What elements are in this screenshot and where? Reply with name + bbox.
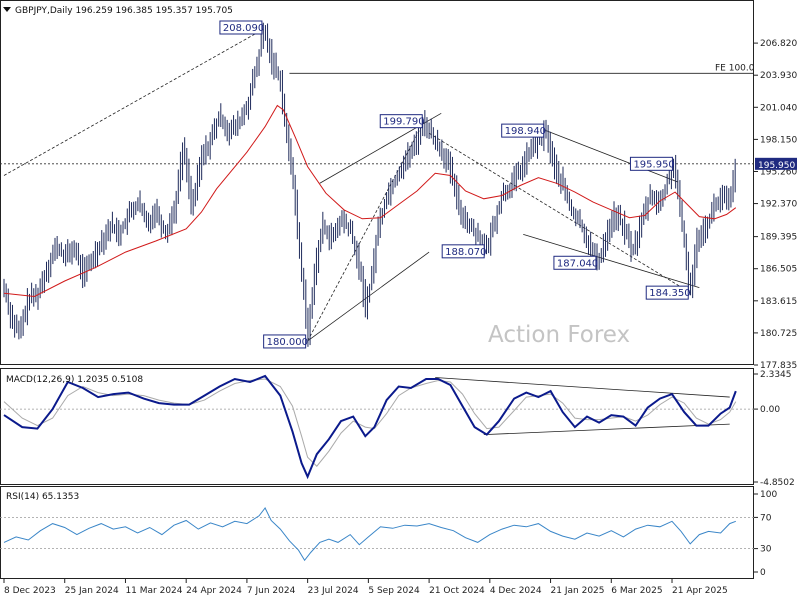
price-ytick-label: 206.820 bbox=[760, 39, 797, 49]
macd-panel: 2.3345 0.00 -4.8502 bbox=[0, 370, 795, 488]
fe-level-label: FE 100.0 bbox=[715, 63, 755, 73]
rsi-ytick-label: 30 bbox=[760, 545, 772, 555]
x-tick-label: 21 Apr 2025 bbox=[672, 586, 728, 596]
rsi-panel-frame bbox=[0, 486, 754, 579]
macd-ytick-label: -4.8502 bbox=[760, 478, 795, 488]
price-level-label: 187.040 bbox=[557, 258, 598, 269]
price-level-label-box bbox=[263, 334, 307, 349]
macd-signal-line bbox=[3, 378, 737, 467]
price-ytick-label: 189.395 bbox=[760, 233, 797, 243]
price-level-label-box bbox=[219, 20, 263, 35]
price-trendline bbox=[523, 233, 700, 289]
x-tick-label: 11 Mar 2024 bbox=[125, 586, 182, 596]
price-level-label-box bbox=[441, 244, 485, 259]
price-ytick-label: 203.930 bbox=[760, 71, 797, 81]
price-level-label-box bbox=[645, 285, 689, 300]
price-ytick-label: 180.725 bbox=[760, 329, 797, 339]
current-price-tag bbox=[755, 157, 797, 170]
x-axis: 8 Dec 2023 25 Jan 2024 11 Mar 2024 24 Apr 2… bbox=[3, 579, 728, 596]
rsi-line bbox=[3, 507, 736, 562]
price-level-label: 188.070 bbox=[445, 247, 486, 258]
x-tick-label: 24 Apr 2024 bbox=[186, 586, 242, 596]
price-ytick-label: 183.615 bbox=[760, 297, 797, 307]
triangle-down-icon bbox=[3, 7, 11, 12]
x-tick-label: 7 Jun 2024 bbox=[247, 586, 296, 596]
x-tick-label: 5 Sep 2024 bbox=[368, 586, 420, 596]
macd-trendline bbox=[435, 377, 730, 398]
price-level-label-box bbox=[629, 156, 673, 171]
x-tick-label: 23 Jul 2024 bbox=[308, 586, 359, 596]
price-ytick-label: 192.370 bbox=[760, 200, 797, 210]
x-tick-label: 4 Dec 2024 bbox=[490, 586, 542, 596]
price-ytick-label: 201.040 bbox=[760, 103, 797, 113]
x-tick-label: 21 Jan 2025 bbox=[551, 586, 605, 596]
rsi-ytick-label: 0 bbox=[760, 568, 766, 578]
price-level-label: 195.950 bbox=[633, 159, 674, 170]
price-level-label: 198.940 bbox=[505, 126, 546, 137]
price-level-label-box bbox=[501, 123, 545, 138]
price-trendline bbox=[428, 132, 691, 293]
price-level-label: 184.350 bbox=[649, 288, 690, 299]
price-level-label: 199.790 bbox=[383, 117, 424, 128]
macd-ytick-label: 0.00 bbox=[760, 405, 780, 415]
macd-trendline bbox=[483, 423, 730, 436]
macd-line bbox=[3, 374, 737, 480]
price-ytick-label: 198.150 bbox=[760, 135, 797, 145]
rsi-ytick-label: 100 bbox=[760, 490, 777, 500]
rsi-title: RSI(14) 65.1353 bbox=[6, 492, 79, 502]
rsi-ytick-label: 70 bbox=[760, 513, 772, 523]
moving-average-line bbox=[3, 104, 737, 298]
price-level-label-box bbox=[553, 255, 597, 270]
price-panel: 206.820 203.930 201.040 198.150 195.260 192.3… bbox=[0, 20, 797, 371]
price-level-label-box bbox=[379, 114, 423, 129]
x-tick-label: 25 Jan 2024 bbox=[65, 586, 119, 596]
x-tick-label: 21 Oct 2024 bbox=[429, 586, 485, 596]
price-level-label: 208.090 bbox=[223, 23, 264, 34]
watermark-text: Action Forex bbox=[488, 322, 630, 348]
chart-title: GBPJPY,Daily 196.259 196.385 195.357 195… bbox=[15, 6, 233, 16]
price-ytick-label: 195.260 bbox=[760, 167, 797, 177]
x-tick-label: 8 Dec 2023 bbox=[4, 586, 56, 596]
price-trendline bbox=[307, 120, 425, 342]
macd-ytick-label: 2.3345 bbox=[760, 370, 792, 380]
macd-title: MACD(12,26,9) 1.2035 0.5108 bbox=[6, 375, 143, 385]
price-trendline bbox=[544, 129, 679, 183]
current-price-tag-label: 195.950 bbox=[758, 161, 795, 171]
price-level-label: 180.000 bbox=[267, 337, 308, 348]
rsi-panel: 100 70 30 0 bbox=[0, 490, 777, 578]
price-ytick-label: 186.505 bbox=[760, 265, 797, 275]
price-ytick-label: 177.835 bbox=[760, 361, 797, 371]
x-tick-label: 6 Mar 2025 bbox=[611, 586, 662, 596]
price-panel-frame bbox=[0, 0, 754, 365]
price-trendline bbox=[307, 251, 430, 342]
macd-panel-frame bbox=[0, 368, 754, 485]
